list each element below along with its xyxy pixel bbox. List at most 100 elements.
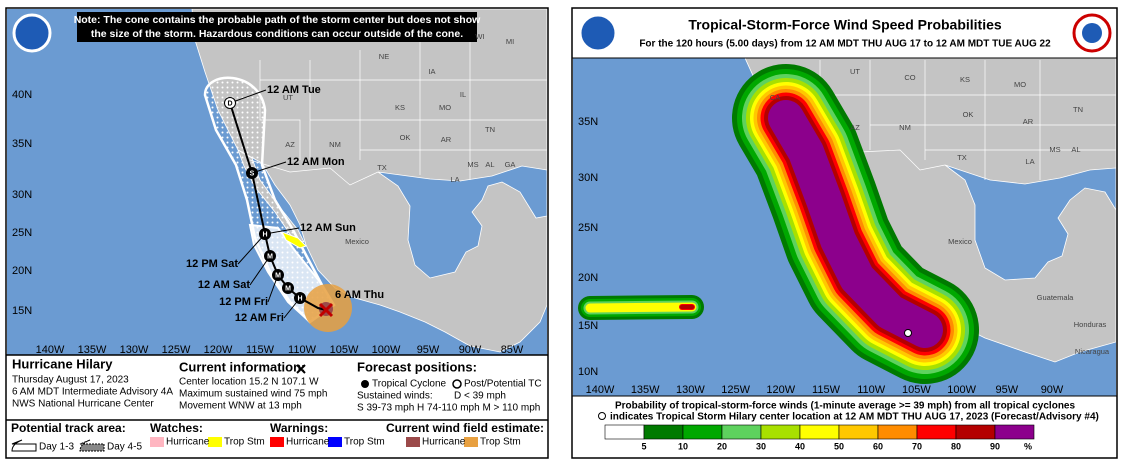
lon-label: 115W: [246, 344, 275, 356]
map-label: TN: [485, 125, 495, 134]
legend-title: Potential track area:: [11, 421, 126, 435]
lon-label: 110W: [857, 384, 886, 396]
legend-text: Sustained winds:: [357, 391, 433, 402]
lat-label: 30N: [12, 189, 32, 201]
lon-label: 120W: [204, 344, 233, 356]
lon-label: 135W: [78, 344, 107, 356]
storm-line: NWS National Hurricane Center: [12, 399, 154, 410]
lon-label: 105W: [902, 384, 931, 396]
scale-unit: %: [1024, 441, 1032, 451]
map-label: MI: [506, 37, 514, 46]
forecast-point: [259, 228, 271, 240]
scale-cell: [721, 424, 762, 440]
point-symbol: M: [267, 253, 273, 260]
note: Note: The cone contains the probable pat…: [74, 14, 481, 26]
lon-label: 130W: [676, 384, 705, 396]
noaa-logo: [12, 13, 52, 53]
map-label: UT: [850, 67, 860, 76]
current-line: Maximum sustained wind 75 mph: [179, 389, 327, 400]
left-map: [7, 9, 547, 355]
map-label: Mexico: [345, 237, 369, 246]
forecast-label: 12 PM Fri: [219, 296, 268, 308]
nws-logo-inner: [1082, 23, 1102, 43]
scale-label: 90: [990, 441, 1000, 451]
scale-label: 70: [912, 441, 922, 451]
forecast-point: [264, 250, 276, 262]
map-label: MO: [1014, 80, 1026, 89]
scale-cell: [799, 424, 840, 440]
legend-text: Trop Stm: [480, 437, 521, 448]
map-label: OK: [400, 133, 411, 142]
scale-cell: [643, 424, 684, 440]
scale-cell: [955, 424, 996, 440]
forecast-label: 12 PM Sat: [186, 258, 238, 270]
scale-cell: [994, 424, 1035, 440]
lat-label: 35N: [578, 116, 598, 128]
point-symbol: D: [227, 100, 232, 107]
map-label: KS: [960, 75, 970, 84]
note-box: [77, 12, 477, 42]
legend-watch-hurricane: [150, 437, 164, 447]
scale-label: 5: [641, 441, 646, 451]
point-symbol: H: [262, 231, 267, 238]
lon-label: 140W: [36, 344, 65, 356]
point-symbol: S: [250, 170, 255, 177]
point-symbol: M: [275, 272, 281, 279]
legend-text: Post/Potential TC: [464, 379, 542, 390]
scale-cell: [604, 424, 645, 440]
map-label: OK: [963, 110, 974, 119]
lon-label: 120W: [766, 384, 795, 396]
map-label: AR: [1023, 117, 1034, 126]
swath-band: [768, 100, 943, 348]
current-line: Center location 15.2 N 107.1 W: [179, 377, 319, 388]
map-label: CO: [904, 73, 915, 82]
lon-label: 140W: [586, 384, 615, 396]
legend-text: Hurricane: [286, 437, 330, 448]
map-label: MS: [467, 160, 478, 169]
scale-cell: [838, 424, 879, 440]
map-label: Nicaragua: [1075, 347, 1110, 356]
lat-label: 40N: [12, 89, 32, 101]
map-label: MO: [439, 103, 451, 112]
map-label: NM: [899, 123, 911, 132]
map-label: TN: [1073, 105, 1083, 114]
legend-post-dot: [452, 379, 462, 389]
map-label: AZ: [285, 140, 295, 149]
lon-label: 135W: [631, 384, 660, 396]
map-label: NE: [379, 52, 389, 61]
lon-label: 110W: [288, 344, 317, 356]
lat-label: 35N: [12, 138, 32, 150]
current-title: Current information:: [179, 359, 305, 374]
legend-warn-trop: [328, 437, 342, 447]
map-label: Mexico: [948, 237, 972, 246]
current-position: [318, 302, 334, 318]
legend-wind-hurricane: [406, 437, 420, 447]
scale-label: 50: [834, 441, 844, 451]
caption: Probability of tropical-storm-force wind…: [615, 401, 1076, 412]
lat-label: 15N: [12, 305, 32, 317]
storm-name: Hurricane Hilary: [12, 356, 113, 371]
lon-label: 95W: [417, 344, 440, 356]
forecast-label: 12 AM Fri: [235, 312, 284, 324]
legend-watch-trop: [208, 437, 222, 447]
caption: indicates Tropical Storm Hilary center l…: [610, 412, 1099, 423]
map-label: AZ: [850, 123, 860, 132]
forecast-point: [282, 282, 294, 294]
forecast-point: [294, 292, 306, 304]
swath-band: [585, 302, 697, 313]
lat-label: 25N: [578, 222, 598, 234]
warning-trop-stm: [280, 231, 307, 249]
forecast-point: [246, 167, 258, 179]
scale-cell: [682, 424, 723, 440]
lon-label: 90W: [459, 344, 482, 356]
lon-label: 100W: [947, 384, 976, 396]
forecast-label: 12 AM Mon: [287, 156, 345, 168]
legend-title: Current wind field estimate:: [386, 421, 544, 435]
legend-text: Day 4-5: [107, 442, 142, 453]
map-label: CA: [770, 93, 780, 102]
lon-label: 90W: [1041, 384, 1064, 396]
map-label: GA: [505, 160, 516, 169]
lat-label: 25N: [12, 227, 32, 239]
lon-label: 100W: [372, 344, 401, 356]
